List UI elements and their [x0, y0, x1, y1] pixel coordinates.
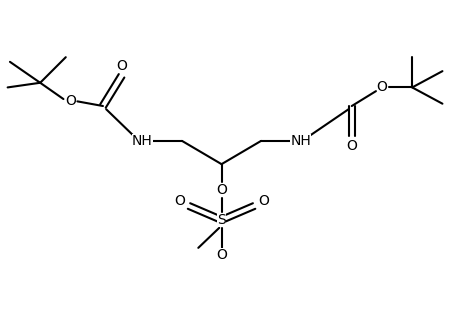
Text: O: O [174, 194, 185, 208]
Text: O: O [116, 59, 127, 72]
Text: NH: NH [290, 134, 311, 148]
Text: O: O [376, 80, 388, 94]
Text: O: O [65, 94, 76, 108]
Text: S: S [217, 213, 226, 227]
Text: O: O [346, 139, 357, 153]
Text: O: O [258, 194, 269, 208]
Text: NH: NH [132, 134, 153, 148]
Text: O: O [216, 183, 227, 197]
Text: O: O [216, 248, 227, 262]
